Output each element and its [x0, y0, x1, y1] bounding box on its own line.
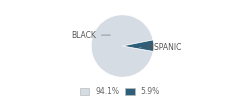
Text: BLACK: BLACK — [71, 31, 110, 40]
Wedge shape — [91, 15, 153, 77]
Wedge shape — [122, 40, 154, 51]
Text: HISPANIC: HISPANIC — [140, 43, 182, 52]
Legend: 94.1%, 5.9%: 94.1%, 5.9% — [80, 87, 160, 96]
